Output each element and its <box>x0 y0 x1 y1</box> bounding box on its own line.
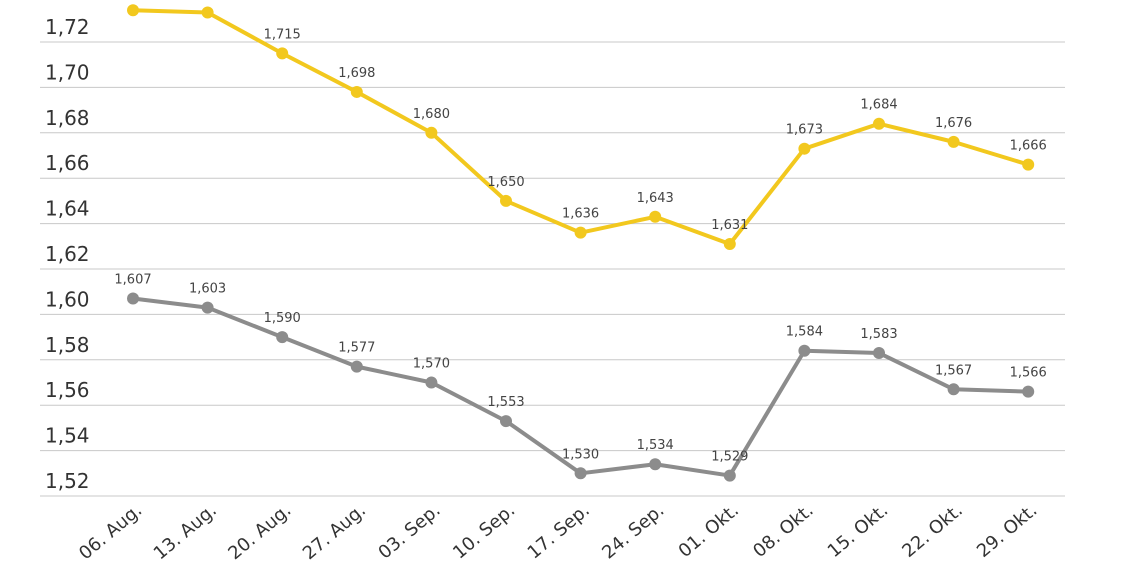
data-point <box>425 126 438 139</box>
data-point <box>873 346 885 359</box>
data-point <box>574 467 587 480</box>
value-label: 1,698 <box>338 66 375 81</box>
value-label: 1,566 <box>1010 366 1047 381</box>
value-label: 1,570 <box>413 357 450 372</box>
data-point <box>947 383 960 396</box>
data-point <box>723 238 736 251</box>
value-label: 1,636 <box>562 207 599 222</box>
x-tick-label: 20. Aug. <box>224 500 295 564</box>
x-tick-label: 22. Okt. <box>898 500 966 562</box>
y-tick-label: 1,62 <box>45 242 90 266</box>
data-point <box>574 226 587 239</box>
y-tick-label: 1,66 <box>45 151 90 175</box>
x-tick-label: 10. Sep. <box>449 500 519 564</box>
data-point <box>723 469 736 482</box>
data-point <box>350 85 363 98</box>
x-tick-label: 15. Okt. <box>824 500 892 562</box>
y-tick-label: 1,68 <box>45 106 90 130</box>
y-tick-label: 1,52 <box>45 469 90 493</box>
value-label: 1,534 <box>637 438 674 453</box>
y-tick-label: 1,72 <box>45 15 90 39</box>
data-point <box>1022 158 1035 171</box>
value-label: 1,643 <box>637 191 674 206</box>
value-label: 1,684 <box>860 98 897 113</box>
value-label: 1,673 <box>786 123 823 138</box>
value-label: 1,553 <box>487 395 524 410</box>
x-tick-label: 03. Sep. <box>374 500 444 564</box>
value-label: 1,650 <box>487 175 524 190</box>
value-label: 1,607 <box>114 273 151 288</box>
data-point <box>649 458 662 471</box>
data-point <box>649 210 662 223</box>
y-tick-label: 1,64 <box>45 197 90 221</box>
value-label: 1,584 <box>786 325 823 340</box>
data-point <box>276 331 289 344</box>
value-label: 1,530 <box>562 447 599 462</box>
data-point <box>127 4 139 17</box>
data-point <box>947 135 960 148</box>
x-tick-label: 01. Okt. <box>675 500 743 562</box>
data-point <box>873 117 885 130</box>
data-point <box>500 415 512 428</box>
data-point <box>798 344 811 357</box>
data-point <box>276 47 289 60</box>
value-label: 1,676 <box>935 116 972 131</box>
data-point <box>1022 385 1035 398</box>
value-label: 1,603 <box>189 282 226 297</box>
data-point <box>350 360 363 373</box>
value-label: 1,529 <box>711 450 748 465</box>
y-tick-label: 1,58 <box>45 333 90 357</box>
data-point <box>500 194 512 207</box>
value-label: 1,583 <box>860 327 897 342</box>
value-label: 1,590 <box>264 311 301 326</box>
x-tick-label: 08. Okt. <box>749 500 817 562</box>
value-label: 1,577 <box>338 341 375 356</box>
value-label: 1,715 <box>264 27 301 42</box>
x-tick-label: 06. Aug. <box>75 500 146 564</box>
value-label: 1,680 <box>413 107 450 122</box>
x-tick-label: 13. Aug. <box>150 500 221 564</box>
data-point <box>798 142 811 155</box>
value-label: 1,567 <box>935 363 972 378</box>
value-label: 1,631 <box>711 218 748 233</box>
x-tick-label: 24. Sep. <box>598 500 668 564</box>
value-label: 1,666 <box>1010 139 1047 154</box>
data-point <box>127 292 139 305</box>
data-point <box>425 376 438 389</box>
x-tick-label: 29. Okt. <box>973 500 1041 562</box>
data-point <box>201 6 214 19</box>
data-point <box>201 301 214 314</box>
y-tick-label: 1,70 <box>45 60 90 84</box>
y-tick-label: 1,54 <box>45 424 90 448</box>
y-tick-label: 1,56 <box>45 378 90 402</box>
x-tick-label: 17. Sep. <box>524 500 594 564</box>
y-tick-label: 1,60 <box>45 287 90 311</box>
x-tick-label: 27. Aug. <box>299 500 370 564</box>
